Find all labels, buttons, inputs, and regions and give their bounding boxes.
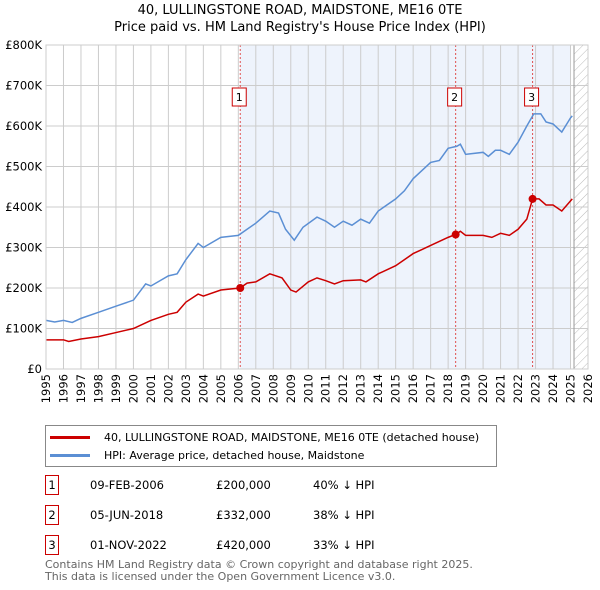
chart-title: 40, LULLINGSTONE ROAD, MAIDSTONE, ME16 0… [0,2,600,36]
sale-price: £420,000 [216,538,271,552]
sale-row: 1 09-FEB-2006 £200,000 40% ↓ HPI [45,475,445,495]
legend-item-hpi: HPI: Average price, detached house, Maid… [50,446,364,464]
x-tick-label: 2018 [441,374,455,403]
y-tick-label: £800K [5,38,42,52]
legend-swatch-red [50,435,90,439]
sale-point [451,230,460,239]
y-tick-label: £700K [5,79,42,93]
x-tick-label: 2021 [494,374,508,403]
sale-hpi-diff: 40% ↓ HPI [313,478,375,492]
x-tick-label: 2025 [564,374,578,403]
sale-date: 01-NOV-2022 [90,538,167,552]
x-tick-label: 2001 [144,374,158,403]
x-tick-label: 2016 [406,374,420,403]
footer-line: This data is licensed under the Open Gov… [45,570,396,583]
x-tick-label: 2019 [459,374,473,403]
x-tick-label: 2015 [389,374,403,403]
price-chart: 1995 1996 1997 1998 1999 2000 2001 2002 2003 2004… [5,38,595,403]
sale-point [528,194,537,203]
sale-price: £332,000 [216,508,271,522]
title-line: 40, LULLINGSTONE ROAD, MAIDSTONE, ME16 0… [137,3,463,18]
plot-border [45,44,589,370]
sale-price: £200,000 [216,478,271,492]
footer: Contains HM Land Registry data © Crown c… [45,559,473,583]
x-tick-label: 2004 [196,374,210,403]
x-tick-label: 2009 [284,374,298,403]
y-tick-label: £200K [5,281,42,295]
sale-point [236,284,245,292]
y-tick-label: £400K [5,200,42,214]
y-tick-label: £500K [5,160,42,174]
y-tick-label: £300K [5,241,42,255]
x-tick-label: 2007 [249,374,263,403]
sale-badge: 1 [45,475,59,495]
x-tick-label: 2005 [214,374,228,403]
x-tick-label: 2022 [511,374,525,403]
sale-label-box [524,87,540,107]
x-tick-label: 2020 [476,374,490,403]
sale-date: 09-FEB-2006 [90,478,164,492]
x-tick-label: 2012 [336,374,350,403]
legend-item-property: 40, LULLINGSTONE ROAD, MAIDSTONE, ME16 0… [50,428,479,446]
x-tick-label: 2026 [581,374,595,403]
y-tick-label: £600K [5,119,42,133]
sale-label: 2 [451,91,458,104]
sale-row: 3 01-NOV-2022 £420,000 33% ↓ HPI [45,535,445,555]
footer-line: Contains HM Land Registry data © Crown c… [45,558,473,571]
sale-label: 1 [236,91,243,104]
x-tick-label: 2013 [354,374,368,403]
sale-row: 2 05-JUN-2018 £332,000 38% ↓ HPI [45,505,445,525]
legend-label: 40, LULLINGSTONE ROAD, MAIDSTONE, ME16 0… [104,430,480,444]
sale-label-box [231,87,247,107]
sale-label-box [447,87,463,107]
x-tick-label: 1995 [39,374,53,403]
x-tick-label: 1998 [91,374,105,403]
sale-badge: 3 [45,535,59,555]
x-tick-label: 2023 [529,374,543,403]
x-tick-label: 2002 [161,374,175,403]
legend-label: HPI: Average price, detached house, Maid… [104,448,365,462]
x-tick-label: 2024 [546,374,560,403]
x-tick-label: 2003 [179,374,193,403]
x-tick-label: 2010 [301,374,315,403]
sale-hpi-diff: 38% ↓ HPI [313,508,375,522]
x-tick-label: 2000 [126,374,140,403]
subtitle-line: Price paid vs. HM Land Registry's House … [114,20,486,35]
x-tick-label: 2014 [371,374,385,403]
legend-swatch-blue [50,453,90,457]
sale-label: 3 [528,91,535,104]
x-tick-label: 1999 [109,374,123,403]
y-tick-label: £100K [5,322,42,336]
x-tick-label: 2006 [231,374,245,403]
sale-hpi-diff: 33% ↓ HPI [313,538,375,552]
x-tick-label: 1997 [74,374,88,403]
x-tick-label: 2011 [319,374,333,403]
sale-date: 05-JUN-2018 [90,508,164,522]
legend: 40, LULLINGSTONE ROAD, MAIDSTONE, ME16 0… [45,425,497,467]
x-tick-label: 1996 [56,374,70,403]
x-tick-label: 2008 [266,374,280,403]
series-line-hpi [45,113,573,324]
series-line-property [46,198,573,343]
y-tick-label: £0 [27,362,42,376]
sale-badge: 2 [45,505,59,525]
x-tick-label: 2017 [424,374,438,403]
